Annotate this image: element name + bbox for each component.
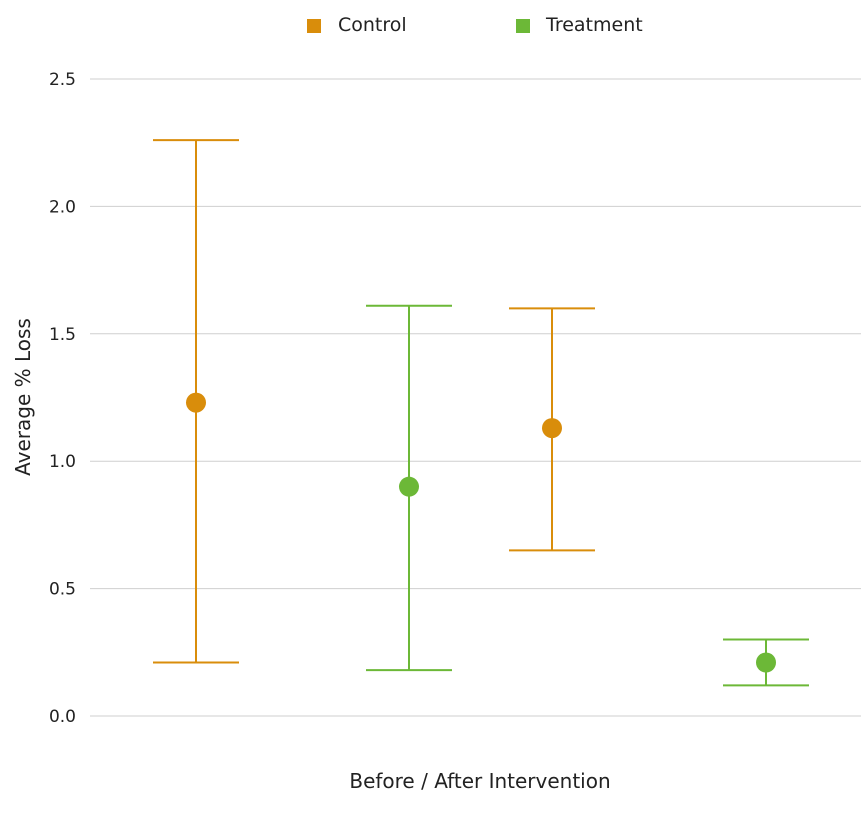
data-marks bbox=[153, 139, 809, 687]
y-tick-labels: 0.0 0.5 1.0 1.5 2.0 2.5 bbox=[49, 70, 76, 727]
error-bar-group-treatment bbox=[723, 638, 809, 687]
y-tick-label: 0.5 bbox=[49, 580, 76, 600]
error-bar-group-control bbox=[153, 139, 239, 664]
data-point-control[interactable] bbox=[186, 392, 206, 413]
y-tick-label: 1.0 bbox=[49, 452, 76, 472]
y-tick-label: 2.5 bbox=[49, 70, 76, 90]
gridlines bbox=[90, 78, 861, 717]
legend-label-treatment[interactable]: Treatment bbox=[545, 14, 643, 36]
y-axis-title: Average % Loss bbox=[11, 318, 35, 476]
data-point-treatment[interactable] bbox=[399, 476, 419, 497]
data-point-control[interactable] bbox=[542, 418, 562, 439]
legend-label-control[interactable]: Control bbox=[338, 14, 407, 36]
data-point-treatment[interactable] bbox=[756, 652, 776, 673]
legend[interactable]: Control Treatment bbox=[307, 14, 643, 36]
y-tick-label: 1.5 bbox=[49, 325, 76, 345]
y-tick-label: 2.0 bbox=[49, 197, 76, 217]
x-axis-title: Before / After Intervention bbox=[349, 769, 610, 793]
legend-swatch-control[interactable] bbox=[307, 19, 321, 33]
y-tick-label: 0.0 bbox=[49, 707, 76, 727]
error-bar-group-treatment bbox=[366, 304, 452, 672]
legend-swatch-treatment[interactable] bbox=[516, 19, 530, 33]
error-bar-group-control bbox=[509, 307, 595, 552]
